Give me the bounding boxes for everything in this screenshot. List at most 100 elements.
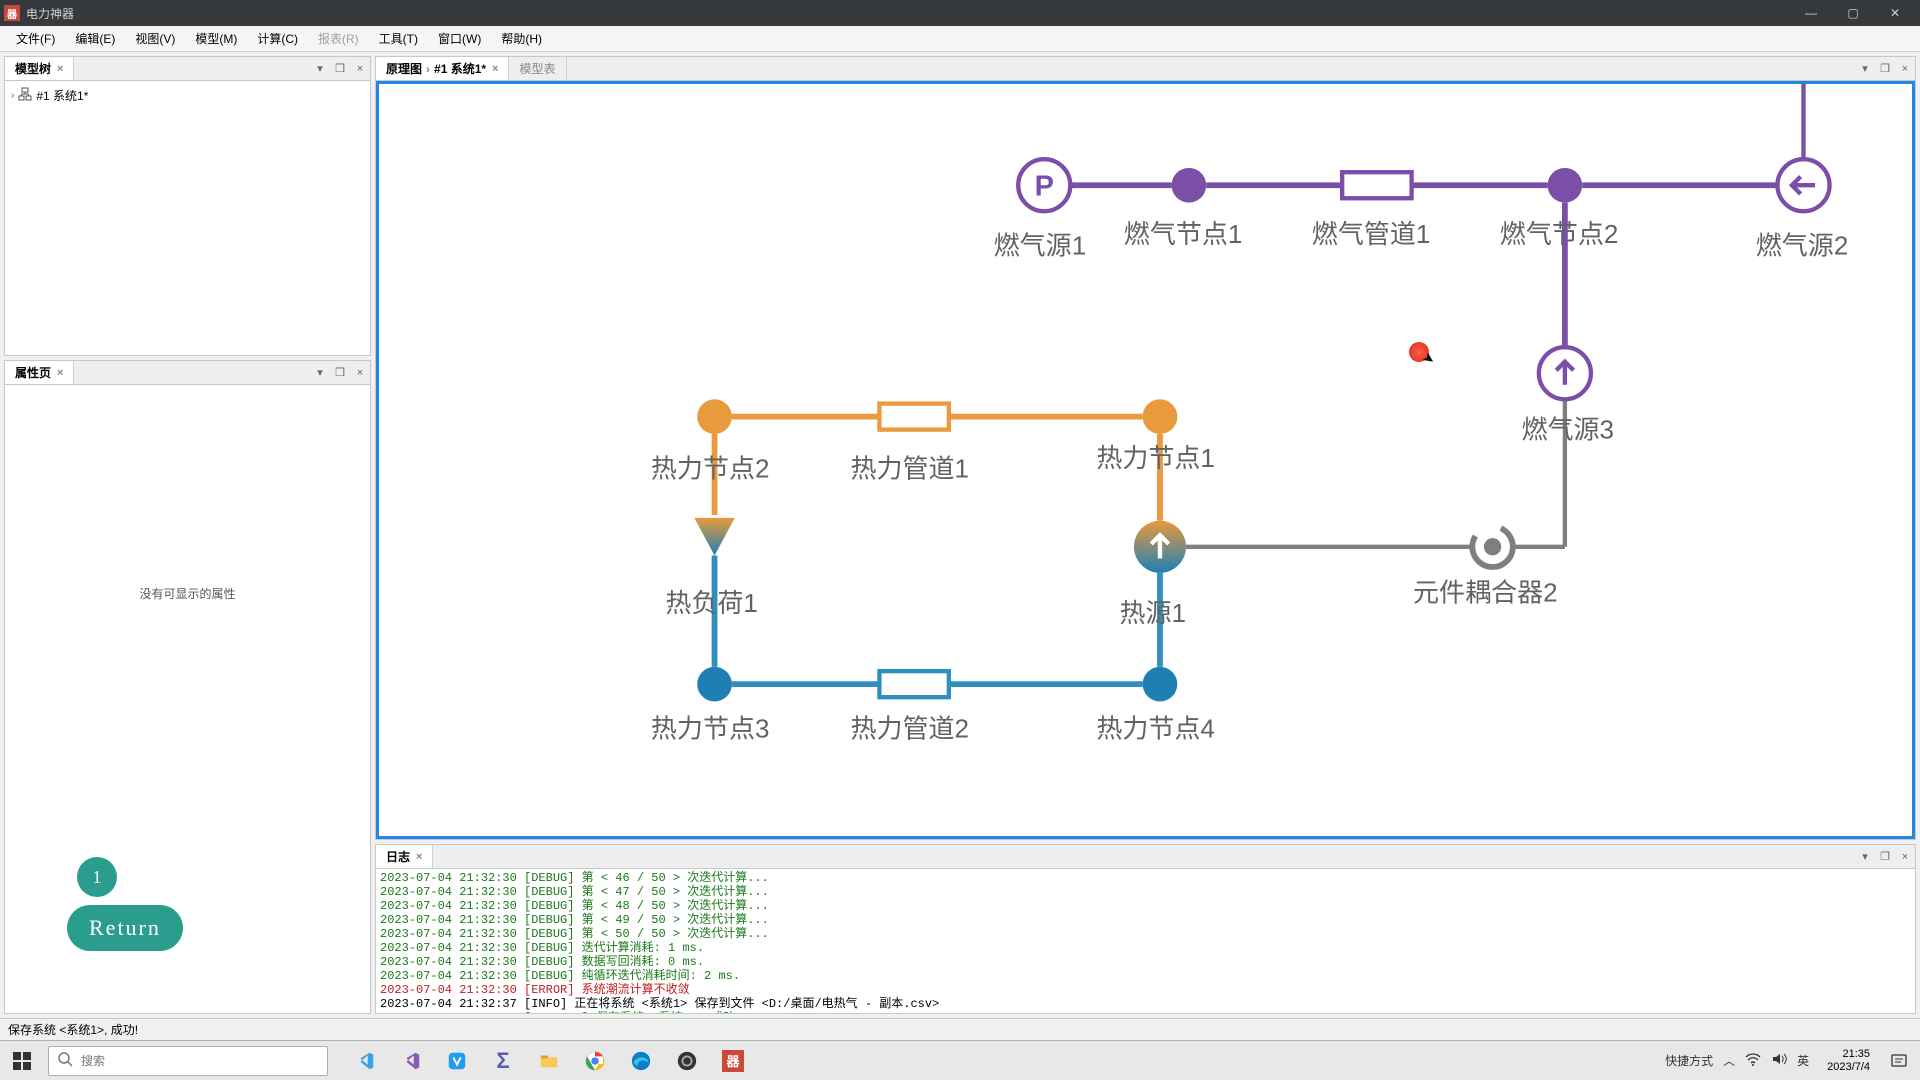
windows-taskbar: 搜索 Σ 器 快捷方式 ︿ 英 21:35 2023/7/4 — [0, 1040, 1920, 1080]
system-tray: 快捷方式 ︿ 英 — [1655, 1051, 1819, 1070]
close-icon[interactable]: × — [57, 63, 63, 75]
log-panel: 日志 × ▾ ❐ × 2023-07-04 21:32:30 [DEBUG] 第… — [375, 844, 1916, 1014]
panel-close-icon[interactable]: × — [1895, 845, 1915, 868]
panel-menu-icon[interactable]: ▾ — [1855, 845, 1875, 868]
schematic-canvas[interactable]: P燃气源1燃气节点1燃气管道1燃气节点2燃气源2燃气源3热力节点2热力管道1热力… — [376, 81, 1915, 839]
taskbar-clock[interactable]: 21:35 2023/7/4 — [1819, 1048, 1878, 1074]
log-body[interactable]: 2023-07-04 21:32:30 [DEBUG] 第 < 46 / 50 … — [376, 869, 1915, 1013]
close-icon[interactable]: × — [492, 63, 498, 75]
return-button[interactable]: Return — [67, 905, 183, 951]
menu-item[interactable]: 模型(M) — [185, 27, 247, 50]
volume-icon[interactable] — [1771, 1051, 1787, 1070]
menu-item[interactable]: 窗口(W) — [428, 27, 491, 50]
taskbar-chrome-icon[interactable] — [572, 1041, 618, 1080]
taskbar-edge-icon[interactable] — [618, 1041, 664, 1080]
maximize-button[interactable]: ▢ — [1832, 0, 1874, 26]
start-button[interactable] — [0, 1041, 44, 1080]
svg-text:热力节点1: 热力节点1 — [1096, 443, 1215, 473]
panel-close-icon[interactable]: × — [350, 57, 370, 80]
panel-close-icon[interactable]: × — [1895, 57, 1915, 80]
log-line: 2023-07-04 21:32:30 [DEBUG] 第 < 46 / 50 … — [380, 871, 1911, 885]
panel-restore-icon[interactable]: ❐ — [1875, 57, 1895, 80]
taskbar-vscode-icon[interactable] — [342, 1041, 388, 1080]
log-line: 2023-07-04 21:32:30 [DEBUG] 纯循环迭代消耗时间: 2… — [380, 969, 1911, 983]
diagram-node[interactable]: 燃气源3 — [1522, 347, 1615, 444]
clock-date: 2023/7/4 — [1827, 1061, 1870, 1074]
diagram-node[interactable]: 元件耦合器2 — [1413, 527, 1558, 608]
menu-item: 报表(R) — [308, 27, 369, 50]
panel-restore-icon[interactable]: ❐ — [330, 361, 350, 384]
diagram-node[interactable]: 燃气节点2 — [1500, 168, 1619, 249]
taskbar-vs-icon[interactable] — [388, 1041, 434, 1080]
log-line: 2023-07-04 21:32:30 [DEBUG] 第 < 47 / 50 … — [380, 885, 1911, 899]
model-tree-tab[interactable]: 模型树 × — [5, 57, 74, 80]
taskbar-this-app-icon[interactable]: 器 — [710, 1041, 756, 1080]
svg-text:元件耦合器2: 元件耦合器2 — [1413, 578, 1558, 608]
window-titlebar: 器 电力神器 — ▢ ✕ — [0, 0, 1920, 26]
svg-text:热力节点3: 热力节点3 — [651, 714, 770, 744]
diagram-node[interactable]: 热负荷1 — [665, 518, 758, 618]
diagram-node[interactable]: P燃气源1 — [994, 159, 1087, 260]
breadcrumb-sep: › — [426, 62, 430, 76]
svg-text:热力管道1: 热力管道1 — [850, 453, 969, 483]
menu-item[interactable]: 编辑(E) — [65, 27, 125, 50]
svg-text:热力节点4: 热力节点4 — [1096, 714, 1215, 744]
model-tree-panel: 模型树 × ▾ ❐ × › #1 系统1* — [4, 56, 371, 356]
taskbar-sigma-icon[interactable]: Σ — [480, 1041, 526, 1080]
search-placeholder: 搜索 — [81, 1052, 105, 1069]
taskbar-explorer-icon[interactable] — [526, 1041, 572, 1080]
svg-text:热力管道2: 热力管道2 — [850, 714, 969, 744]
window-title: 电力神器 — [26, 5, 74, 22]
log-line: 2023-07-04 21:32:30 [DEBUG] 第 < 49 / 50 … — [380, 913, 1911, 927]
tray-label[interactable]: 快捷方式 — [1665, 1052, 1713, 1069]
diagram-node[interactable]: 热源1 — [1119, 521, 1186, 628]
minimize-button[interactable]: — — [1790, 0, 1832, 26]
menu-item[interactable]: 帮助(H) — [491, 27, 552, 50]
properties-body: 没有可显示的属性 — [5, 385, 370, 1013]
canvas-tab-modeltable[interactable]: 模型表 — [509, 57, 566, 80]
tray-chevron-icon[interactable]: ︿ — [1723, 1052, 1735, 1069]
notifications-icon[interactable] — [1878, 1041, 1920, 1080]
close-icon[interactable]: × — [57, 367, 63, 379]
log-tab-label: 日志 — [386, 848, 410, 865]
svg-text:燃气源1: 燃气源1 — [994, 231, 1087, 261]
menu-item[interactable]: 工具(T) — [369, 27, 428, 50]
properties-tab-label: 属性页 — [15, 364, 51, 381]
taskbar-app1-icon[interactable] — [434, 1041, 480, 1080]
tree-caret-icon[interactable]: › — [11, 90, 14, 101]
panel-restore-icon[interactable]: ❐ — [1875, 845, 1895, 868]
log-tab[interactable]: 日志 × — [376, 845, 433, 868]
app-icon: 器 — [4, 5, 20, 21]
svg-text:燃气节点2: 燃气节点2 — [1500, 219, 1619, 249]
menu-item[interactable]: 文件(F) — [6, 27, 65, 50]
diagram-node[interactable]: 热力节点3 — [651, 667, 770, 744]
taskbar-obs-icon[interactable] — [664, 1041, 710, 1080]
model-tree-tab-label: 模型树 — [15, 60, 51, 77]
panel-close-icon[interactable]: × — [350, 361, 370, 384]
diagram-node[interactable]: 热力节点4 — [1096, 667, 1215, 744]
panel-menu-icon[interactable]: ▾ — [310, 361, 330, 384]
panel-menu-icon[interactable]: ▾ — [310, 57, 330, 80]
diagram-node[interactable]: 热力节点2 — [651, 399, 770, 483]
menu-item[interactable]: 视图(V) — [125, 27, 185, 50]
diagram-node[interactable]: 燃气节点1 — [1124, 168, 1243, 249]
taskbar-search[interactable]: 搜索 — [48, 1046, 328, 1076]
menu-item[interactable]: 计算(C) — [247, 27, 308, 50]
panel-restore-icon[interactable]: ❐ — [330, 57, 350, 80]
panel-menu-icon[interactable]: ▾ — [1855, 57, 1875, 80]
overlay-badges: 1 Return — [67, 857, 183, 951]
properties-empty-text: 没有可显示的属性 — [5, 585, 370, 602]
ime-indicator[interactable]: 英 — [1797, 1052, 1809, 1069]
close-button[interactable]: ✕ — [1874, 0, 1916, 26]
canvas-tab-schematic[interactable]: 原理图 › #1 系统1* × — [376, 57, 509, 80]
diagram-node[interactable]: 热力节点1 — [1096, 399, 1215, 473]
tree-root-item[interactable]: › #1 系统1* — [11, 87, 364, 104]
search-icon — [57, 1051, 73, 1070]
close-icon[interactable]: × — [416, 851, 422, 863]
menubar: 文件(F)编辑(E)视图(V)模型(M)计算(C)报表(R)工具(T)窗口(W)… — [0, 26, 1920, 52]
properties-tab[interactable]: 属性页 × — [5, 361, 74, 384]
tree-node-icon — [18, 87, 32, 104]
wifi-icon[interactable] — [1745, 1051, 1761, 1070]
diagram-node[interactable]: 燃气源2 — [1756, 159, 1849, 260]
svg-text:燃气源3: 燃气源3 — [1522, 414, 1615, 444]
